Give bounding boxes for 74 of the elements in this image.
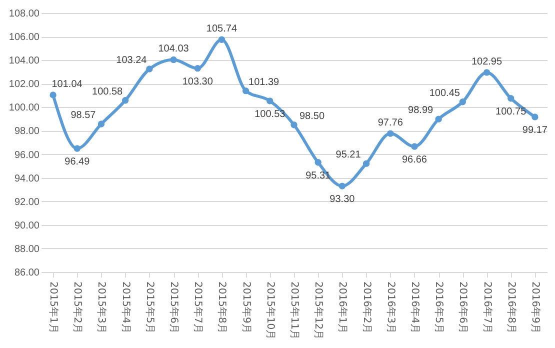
x-tick-label: 2015年2月 xyxy=(72,282,84,334)
point xyxy=(74,145,80,152)
data-label: 98.50 xyxy=(299,110,325,122)
x-tick-label: 2016年8月 xyxy=(505,282,518,334)
x-tick-label: 2015年9月 xyxy=(240,282,252,334)
x-tick-label: 2016年6月 xyxy=(457,282,470,334)
data-label: 100.75 xyxy=(496,106,527,118)
point xyxy=(194,64,201,72)
x-tick-label: 2015年1月 xyxy=(48,282,60,334)
x-tick-label: 2016年3月 xyxy=(384,282,397,334)
x-tick-label: 2016年5月 xyxy=(433,282,446,334)
point xyxy=(266,98,274,104)
x-tick-label: 2015年3月 xyxy=(96,282,108,334)
x-tick-label: 2016年2月 xyxy=(360,282,373,334)
x-tick-label: 2015年6月 xyxy=(168,282,180,334)
y-tick-label: 100.00 xyxy=(8,102,40,114)
data-label: 100.53 xyxy=(254,108,286,120)
x-tick-label: 2015年10月 xyxy=(264,282,276,340)
point xyxy=(50,92,56,98)
data-label: 93.30 xyxy=(330,194,356,206)
point xyxy=(459,98,466,106)
point xyxy=(122,97,129,104)
y-tick-label: 104.00 xyxy=(8,56,40,67)
y-tick-label: 108.00 xyxy=(8,8,40,20)
x-tick-label: 2015年5月 xyxy=(144,282,156,334)
data-label: 105.74 xyxy=(206,24,238,35)
y-tick-label: 106.00 xyxy=(8,32,40,44)
data-label: 96.66 xyxy=(402,154,428,166)
point xyxy=(218,36,226,43)
data-label: 104.03 xyxy=(158,44,190,55)
data-label: 95.21 xyxy=(336,150,362,161)
point xyxy=(242,87,250,94)
point xyxy=(435,116,442,122)
data-label: 98.99 xyxy=(408,105,434,116)
x-tick-label: 2016年9月 xyxy=(529,282,542,334)
y-tick-label: 102.00 xyxy=(8,79,40,90)
point xyxy=(314,159,322,166)
y-tick-label: 90.00 xyxy=(14,220,40,232)
x-tick-label: 2015年4月 xyxy=(120,282,132,334)
point xyxy=(532,114,538,120)
x-tick-label: 2016年1月 xyxy=(336,282,349,334)
data-label: 103.30 xyxy=(182,76,214,88)
data-label: 98.57 xyxy=(70,110,96,122)
x-tick-label: 2016年7月 xyxy=(481,282,494,334)
data-label: 103.24 xyxy=(116,55,148,66)
x-tick-label: 2015年12月 xyxy=(312,282,325,340)
point xyxy=(483,69,490,76)
point xyxy=(362,160,370,167)
point xyxy=(508,95,514,102)
data-label: 101.04 xyxy=(52,78,83,90)
y-tick-label: 98.00 xyxy=(14,126,40,138)
data-label: 100.45 xyxy=(429,88,460,99)
data-label: 97.76 xyxy=(378,118,404,129)
point xyxy=(170,56,177,64)
data-label: 100.58 xyxy=(92,86,124,98)
data-label: 101.39 xyxy=(248,76,280,88)
point xyxy=(98,120,105,128)
point xyxy=(411,143,418,150)
y-tick-label: 94.00 xyxy=(14,173,40,184)
x-tick-label: 2015年7月 xyxy=(192,282,204,334)
x-tick-label: 2016年4月 xyxy=(408,282,421,334)
y-tick-label: 88.00 xyxy=(14,244,40,255)
point xyxy=(290,121,298,128)
x-tick-label: 2015年8月 xyxy=(216,282,228,334)
data-label: 102.95 xyxy=(471,56,502,68)
y-tick-label: 86.00 xyxy=(14,268,40,278)
data-label: 99.17 xyxy=(522,124,548,136)
point xyxy=(338,182,346,190)
y-tick-label: 96.00 xyxy=(14,150,40,161)
y-tick-label: 92.00 xyxy=(14,196,40,208)
point xyxy=(146,66,153,72)
point xyxy=(387,130,394,137)
x-tick-label: 2015年11月 xyxy=(288,282,300,340)
data-label: 96.49 xyxy=(64,156,90,168)
